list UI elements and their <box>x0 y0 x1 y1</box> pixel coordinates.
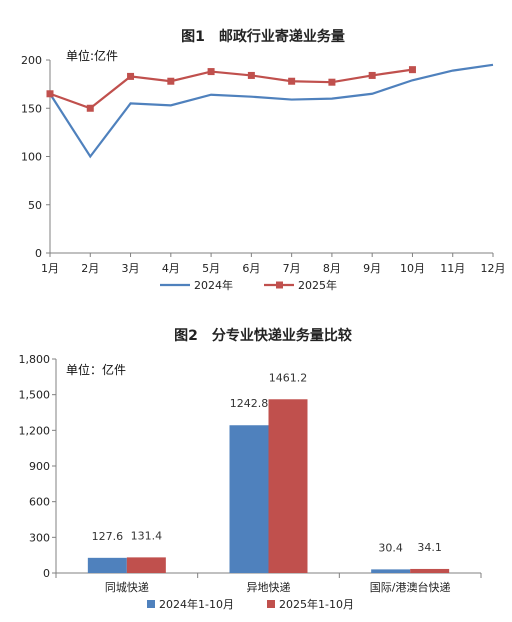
x-category-label: 国际/港澳台快递 <box>370 580 451 594</box>
bar-data-label: 34.1 <box>417 541 442 554</box>
x-tick-label: 2月 <box>81 262 99 275</box>
x-tick-label: 3月 <box>122 262 140 275</box>
data-point <box>368 71 376 79</box>
data-point <box>247 71 255 79</box>
x-category-label: 异地快递 <box>247 580 291 594</box>
x-tick-label: 5月 <box>202 262 220 275</box>
data-point <box>288 77 296 85</box>
y-tick-label: 600 <box>29 496 50 509</box>
x-tick-label: 4月 <box>162 262 180 275</box>
chart2-title: 图2 分专业快递业务量比较 <box>174 327 352 344</box>
y-tick-label: 1,800 <box>19 353 51 366</box>
y-tick-label: 100 <box>21 151 42 164</box>
bar <box>126 557 166 573</box>
data-point <box>207 68 215 76</box>
data-point <box>408 66 416 74</box>
data-point <box>46 90 54 98</box>
x-tick-label: 12月 <box>481 262 506 275</box>
legend-marker <box>276 281 283 289</box>
y-tick-label: 0 <box>35 247 42 260</box>
x-tick-label: 10月 <box>400 262 425 275</box>
chart1-unit-label: 单位:亿件 <box>66 48 118 63</box>
data-point <box>86 104 94 112</box>
line-chart: 0 50 100 150 200 1月 2月 3月 4月 5月 6月 7月 8月 9月 10月 11月 12月 2… <box>21 54 506 292</box>
y-tick-label: 200 <box>21 54 42 67</box>
legend-label-1: 2024年1-10月 <box>159 597 234 611</box>
bar-data-label: 1461.2 <box>269 371 308 384</box>
legend-swatch-1 <box>147 600 155 608</box>
y-tick-label: 150 <box>21 102 42 115</box>
data-point <box>328 78 336 86</box>
x-tick-label: 7月 <box>283 262 301 275</box>
x-category-label: 同城快递 <box>105 580 149 594</box>
legend-label-2: 2025年 <box>298 278 337 292</box>
legend-label-1: 2024年 <box>194 278 233 292</box>
bar <box>87 557 127 573</box>
y-tick-label: 50 <box>28 199 42 212</box>
legend-label-2: 2025年1-10月 <box>279 597 354 611</box>
x-tick-label: 11月 <box>440 262 465 275</box>
bar-data-label: 1242.8 <box>230 397 269 410</box>
legend-swatch-2 <box>267 600 275 608</box>
bar <box>268 399 308 573</box>
series-line-2 <box>49 68 413 110</box>
x-tick-label: 8月 <box>323 262 341 275</box>
series-line-1 <box>49 63 494 159</box>
y-tick-label: 1,500 <box>19 389 51 402</box>
bar-data-label: 131.4 <box>131 529 163 542</box>
x-tick-label: 9月 <box>363 262 381 275</box>
bar <box>229 425 269 573</box>
data-point <box>127 72 135 80</box>
bar <box>410 568 450 573</box>
y-tick-label: 0 <box>43 567 50 580</box>
y-tick-label: 300 <box>29 531 50 544</box>
x-tick-label: 1月 <box>41 262 59 275</box>
data-point <box>167 77 175 85</box>
bar <box>371 569 411 573</box>
bar-data-label: 127.6 <box>92 530 124 543</box>
chart2-unit-label: 单位：亿件 <box>66 362 126 377</box>
chart1-title: 图1 邮政行业寄递业务量 <box>181 28 345 45</box>
bar-chart: 0 300 600 900 1,200 1,500 1,800 127.6 131.4 同城快递 1… <box>19 353 482 611</box>
bar-data-label: 30.4 <box>378 541 403 554</box>
y-tick-label: 900 <box>29 460 50 473</box>
y-tick-label: 1,200 <box>19 424 51 437</box>
x-tick-label: 6月 <box>242 262 260 275</box>
